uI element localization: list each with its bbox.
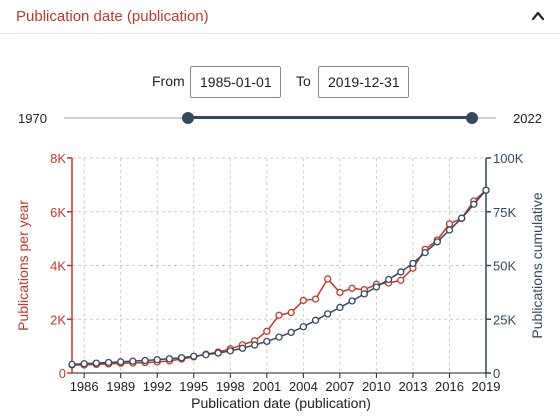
left-axis-tick-label: 2K	[50, 312, 66, 327]
x-axis-tick-label: 2019	[472, 379, 501, 394]
right-axis-tick-label: 75K	[493, 205, 516, 220]
data-point-right	[434, 239, 440, 245]
data-point-left	[446, 221, 452, 227]
data-point-right	[154, 357, 160, 363]
data-point-right	[446, 227, 452, 233]
data-point-right	[130, 358, 136, 364]
x-axis-tick-label: 2016	[435, 379, 464, 394]
x-axis-tick-label: 1986	[70, 379, 99, 394]
data-point-right	[276, 334, 282, 340]
data-point-right	[142, 358, 148, 364]
left-axis-tick-label: 6K	[50, 205, 66, 220]
left-axis-tick-label: 8K	[50, 151, 66, 166]
from-label: From	[152, 73, 185, 89]
data-point-right	[349, 298, 355, 304]
data-point-right	[179, 355, 185, 361]
data-point-left	[325, 276, 331, 282]
data-point-right	[471, 201, 477, 207]
x-axis-tick-label: 2004	[289, 379, 318, 394]
data-point-right	[410, 260, 416, 266]
x-axis-tick-label: 1995	[179, 379, 208, 394]
data-point-right	[337, 304, 343, 310]
data-point-right	[325, 311, 331, 317]
data-point-left	[398, 277, 404, 283]
panel-title: Publication date (publication)	[16, 8, 209, 25]
right-axis-label: Publications cumulative	[529, 192, 545, 339]
x-axis-tick-label: 2010	[362, 379, 391, 394]
data-point-right	[300, 324, 306, 330]
year-range-slider: 1970 2022	[0, 108, 560, 128]
left-axis-label: Publications per year	[15, 200, 31, 331]
data-point-right	[459, 215, 465, 221]
data-point-right	[166, 356, 172, 362]
data-point-right	[227, 348, 233, 354]
x-axis-tick-label: 2013	[398, 379, 427, 394]
data-point-right	[191, 353, 197, 359]
data-point-right	[373, 284, 379, 290]
x-axis-label: Publication date (publication)	[191, 395, 371, 411]
to-date-input[interactable]	[318, 66, 409, 98]
slider-max-label: 2022	[513, 111, 542, 126]
right-axis-tick-label: 50K	[493, 259, 516, 274]
left-axis-tick-label: 0	[59, 366, 66, 381]
publications-chart: 02K4K6K8K025K50K75K100K19861989199219951…	[0, 148, 560, 414]
x-axis-tick-label: 2001	[252, 379, 281, 394]
x-axis-tick-label: 2007	[325, 379, 354, 394]
right-axis-tick-label: 100K	[493, 151, 524, 166]
data-point-right	[215, 350, 221, 356]
data-point-right	[239, 345, 245, 351]
slider-start-handle[interactable]	[182, 112, 194, 124]
left-axis-tick-label: 4K	[50, 259, 66, 274]
chevron-up-icon[interactable]	[530, 8, 546, 24]
panel-header[interactable]: Publication date (publication)	[0, 0, 560, 34]
slider-min-label: 1970	[18, 111, 47, 126]
from-date-input[interactable]	[190, 66, 281, 98]
data-point-left	[349, 285, 355, 291]
data-point-right	[252, 342, 258, 348]
data-point-left	[300, 297, 306, 303]
data-point-left	[276, 312, 282, 318]
slider-selected-range	[188, 116, 472, 119]
x-axis-tick-label: 1998	[216, 379, 245, 394]
slider-end-handle[interactable]	[466, 112, 478, 124]
data-point-right	[106, 359, 112, 365]
data-point-right	[81, 361, 87, 367]
data-point-right	[264, 338, 270, 344]
data-point-right	[422, 250, 428, 256]
data-point-right	[386, 276, 392, 282]
data-point-right	[361, 291, 367, 297]
data-point-right	[118, 359, 124, 365]
x-axis-tick-label: 1992	[143, 379, 172, 394]
data-point-left	[264, 328, 270, 334]
x-axis-tick-label: 1989	[106, 379, 135, 394]
date-range-row: From To	[0, 66, 560, 98]
data-point-left	[313, 296, 319, 302]
data-point-right	[203, 352, 209, 358]
to-label: To	[296, 73, 311, 89]
data-point-right	[398, 269, 404, 275]
data-point-right	[69, 361, 75, 367]
data-point-left	[337, 289, 343, 295]
data-point-right	[483, 187, 489, 193]
data-point-right	[93, 360, 99, 366]
right-axis-tick-label: 25K	[493, 312, 516, 327]
data-point-right	[288, 329, 294, 335]
data-point-left	[288, 310, 294, 316]
data-point-right	[313, 317, 319, 323]
